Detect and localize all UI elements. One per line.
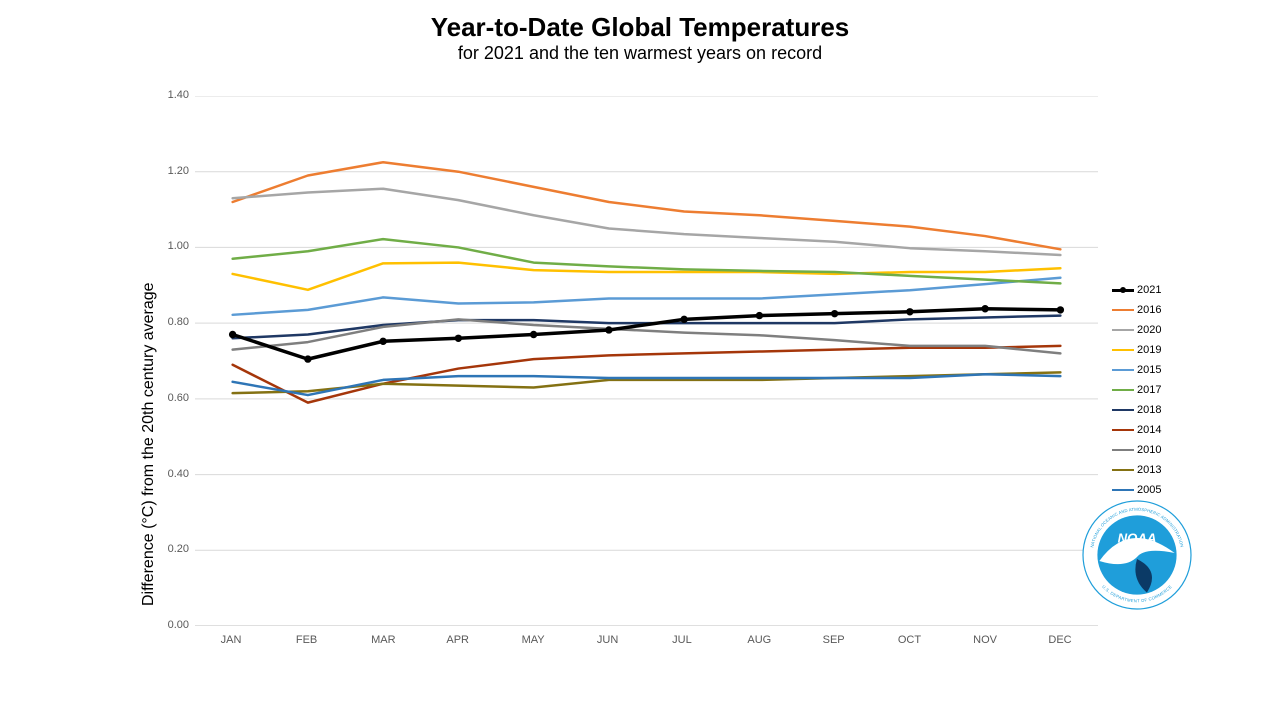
legend-swatch xyxy=(1112,489,1134,491)
y-tick-label: 1.20 xyxy=(168,165,189,177)
y-tick-label: 0.80 xyxy=(168,316,189,328)
series-marker-2021 xyxy=(379,338,386,345)
series-marker-2021 xyxy=(229,331,236,338)
y-tick-label: 0.40 xyxy=(168,468,189,480)
chart-svg xyxy=(195,96,1098,626)
legend-swatch xyxy=(1112,389,1134,391)
x-tick-label: NOV xyxy=(973,634,997,646)
y-tick-label: 1.00 xyxy=(168,240,189,252)
y-axis-label: Difference (°C) from the 20th century av… xyxy=(140,282,158,606)
x-tick-label: FEB xyxy=(296,634,317,646)
y-tick-label: 1.40 xyxy=(168,89,189,101)
series-marker-2021 xyxy=(981,305,988,312)
series-line-2016 xyxy=(233,162,1061,249)
legend-item-2005: 2005 xyxy=(1112,484,1161,496)
x-tick-label: DEC xyxy=(1048,634,1071,646)
legend-swatch xyxy=(1112,369,1134,371)
legend-swatch xyxy=(1112,429,1134,431)
legend-item-2014: 2014 xyxy=(1112,424,1161,436)
legend-item-2015: 2015 xyxy=(1112,364,1161,376)
logo-center-text: NOAA xyxy=(1118,530,1157,545)
legend-item-2021: 2021 xyxy=(1112,284,1161,296)
series-marker-2021 xyxy=(1057,306,1064,313)
legend-swatch xyxy=(1112,329,1134,331)
legend-swatch xyxy=(1112,349,1134,351)
legend-swatch xyxy=(1112,469,1134,471)
legend-label: 2015 xyxy=(1137,364,1161,376)
legend-label: 2018 xyxy=(1137,404,1161,416)
legend-label: 2021 xyxy=(1137,284,1161,296)
series-line-2021 xyxy=(233,309,1061,359)
legend-swatch xyxy=(1112,409,1134,411)
legend-item-2019: 2019 xyxy=(1112,344,1161,356)
legend-item-2010: 2010 xyxy=(1112,444,1161,456)
legend-item-2017: 2017 xyxy=(1112,384,1161,396)
series-marker-2021 xyxy=(906,308,913,315)
x-tick-label: OCT xyxy=(898,634,921,646)
series-marker-2021 xyxy=(304,355,311,362)
x-tick-label: APR xyxy=(446,634,469,646)
title-block: Year-to-Date Global Temperatures for 202… xyxy=(0,12,1280,64)
legend-label: 2013 xyxy=(1137,464,1161,476)
legend-swatch xyxy=(1112,289,1134,292)
series-marker-2021 xyxy=(455,335,462,342)
legend-item-2020: 2020 xyxy=(1112,324,1161,336)
x-tick-label: JAN xyxy=(221,634,242,646)
chart-title: Year-to-Date Global Temperatures xyxy=(0,12,1280,43)
legend-item-2016: 2016 xyxy=(1112,304,1161,316)
series-marker-2021 xyxy=(680,316,687,323)
plot-area xyxy=(195,96,1098,626)
legend-label: 2016 xyxy=(1137,304,1161,316)
y-tick-label: 0.60 xyxy=(168,392,189,404)
noaa-logo: NATIONAL OCEANIC AND ATMOSPHERIC ADMINIS… xyxy=(1082,500,1192,610)
series-marker-2021 xyxy=(831,310,838,317)
legend-swatch xyxy=(1112,309,1134,311)
legend-label: 2017 xyxy=(1137,384,1161,396)
y-tick-label: 0.00 xyxy=(168,619,189,631)
legend-label: 2010 xyxy=(1137,444,1161,456)
legend-item-2018: 2018 xyxy=(1112,404,1161,416)
legend-swatch xyxy=(1112,449,1134,451)
y-tick-label: 0.20 xyxy=(168,543,189,555)
legend-label: 2005 xyxy=(1137,484,1161,496)
series-marker-2021 xyxy=(530,331,537,338)
x-tick-label: MAR xyxy=(371,634,395,646)
series-marker-2021 xyxy=(756,312,763,319)
chart-subtitle: for 2021 and the ten warmest years on re… xyxy=(0,43,1280,64)
legend-label: 2019 xyxy=(1137,344,1161,356)
x-tick-label: JUL xyxy=(672,634,692,646)
legend-label: 2020 xyxy=(1137,324,1161,336)
x-tick-label: SEP xyxy=(823,634,845,646)
legend-label: 2014 xyxy=(1137,424,1161,436)
x-tick-label: AUG xyxy=(747,634,771,646)
series-line-2017 xyxy=(233,239,1061,283)
series-line-2018 xyxy=(233,316,1061,339)
x-tick-label: JUN xyxy=(597,634,618,646)
legend-item-2013: 2013 xyxy=(1112,464,1161,476)
series-marker-2021 xyxy=(605,326,612,333)
series-line-2005 xyxy=(233,374,1061,395)
series-line-2020 xyxy=(233,189,1061,255)
x-tick-label: MAY xyxy=(522,634,545,646)
noaa-logo-svg: NATIONAL OCEANIC AND ATMOSPHERIC ADMINIS… xyxy=(1082,500,1192,610)
